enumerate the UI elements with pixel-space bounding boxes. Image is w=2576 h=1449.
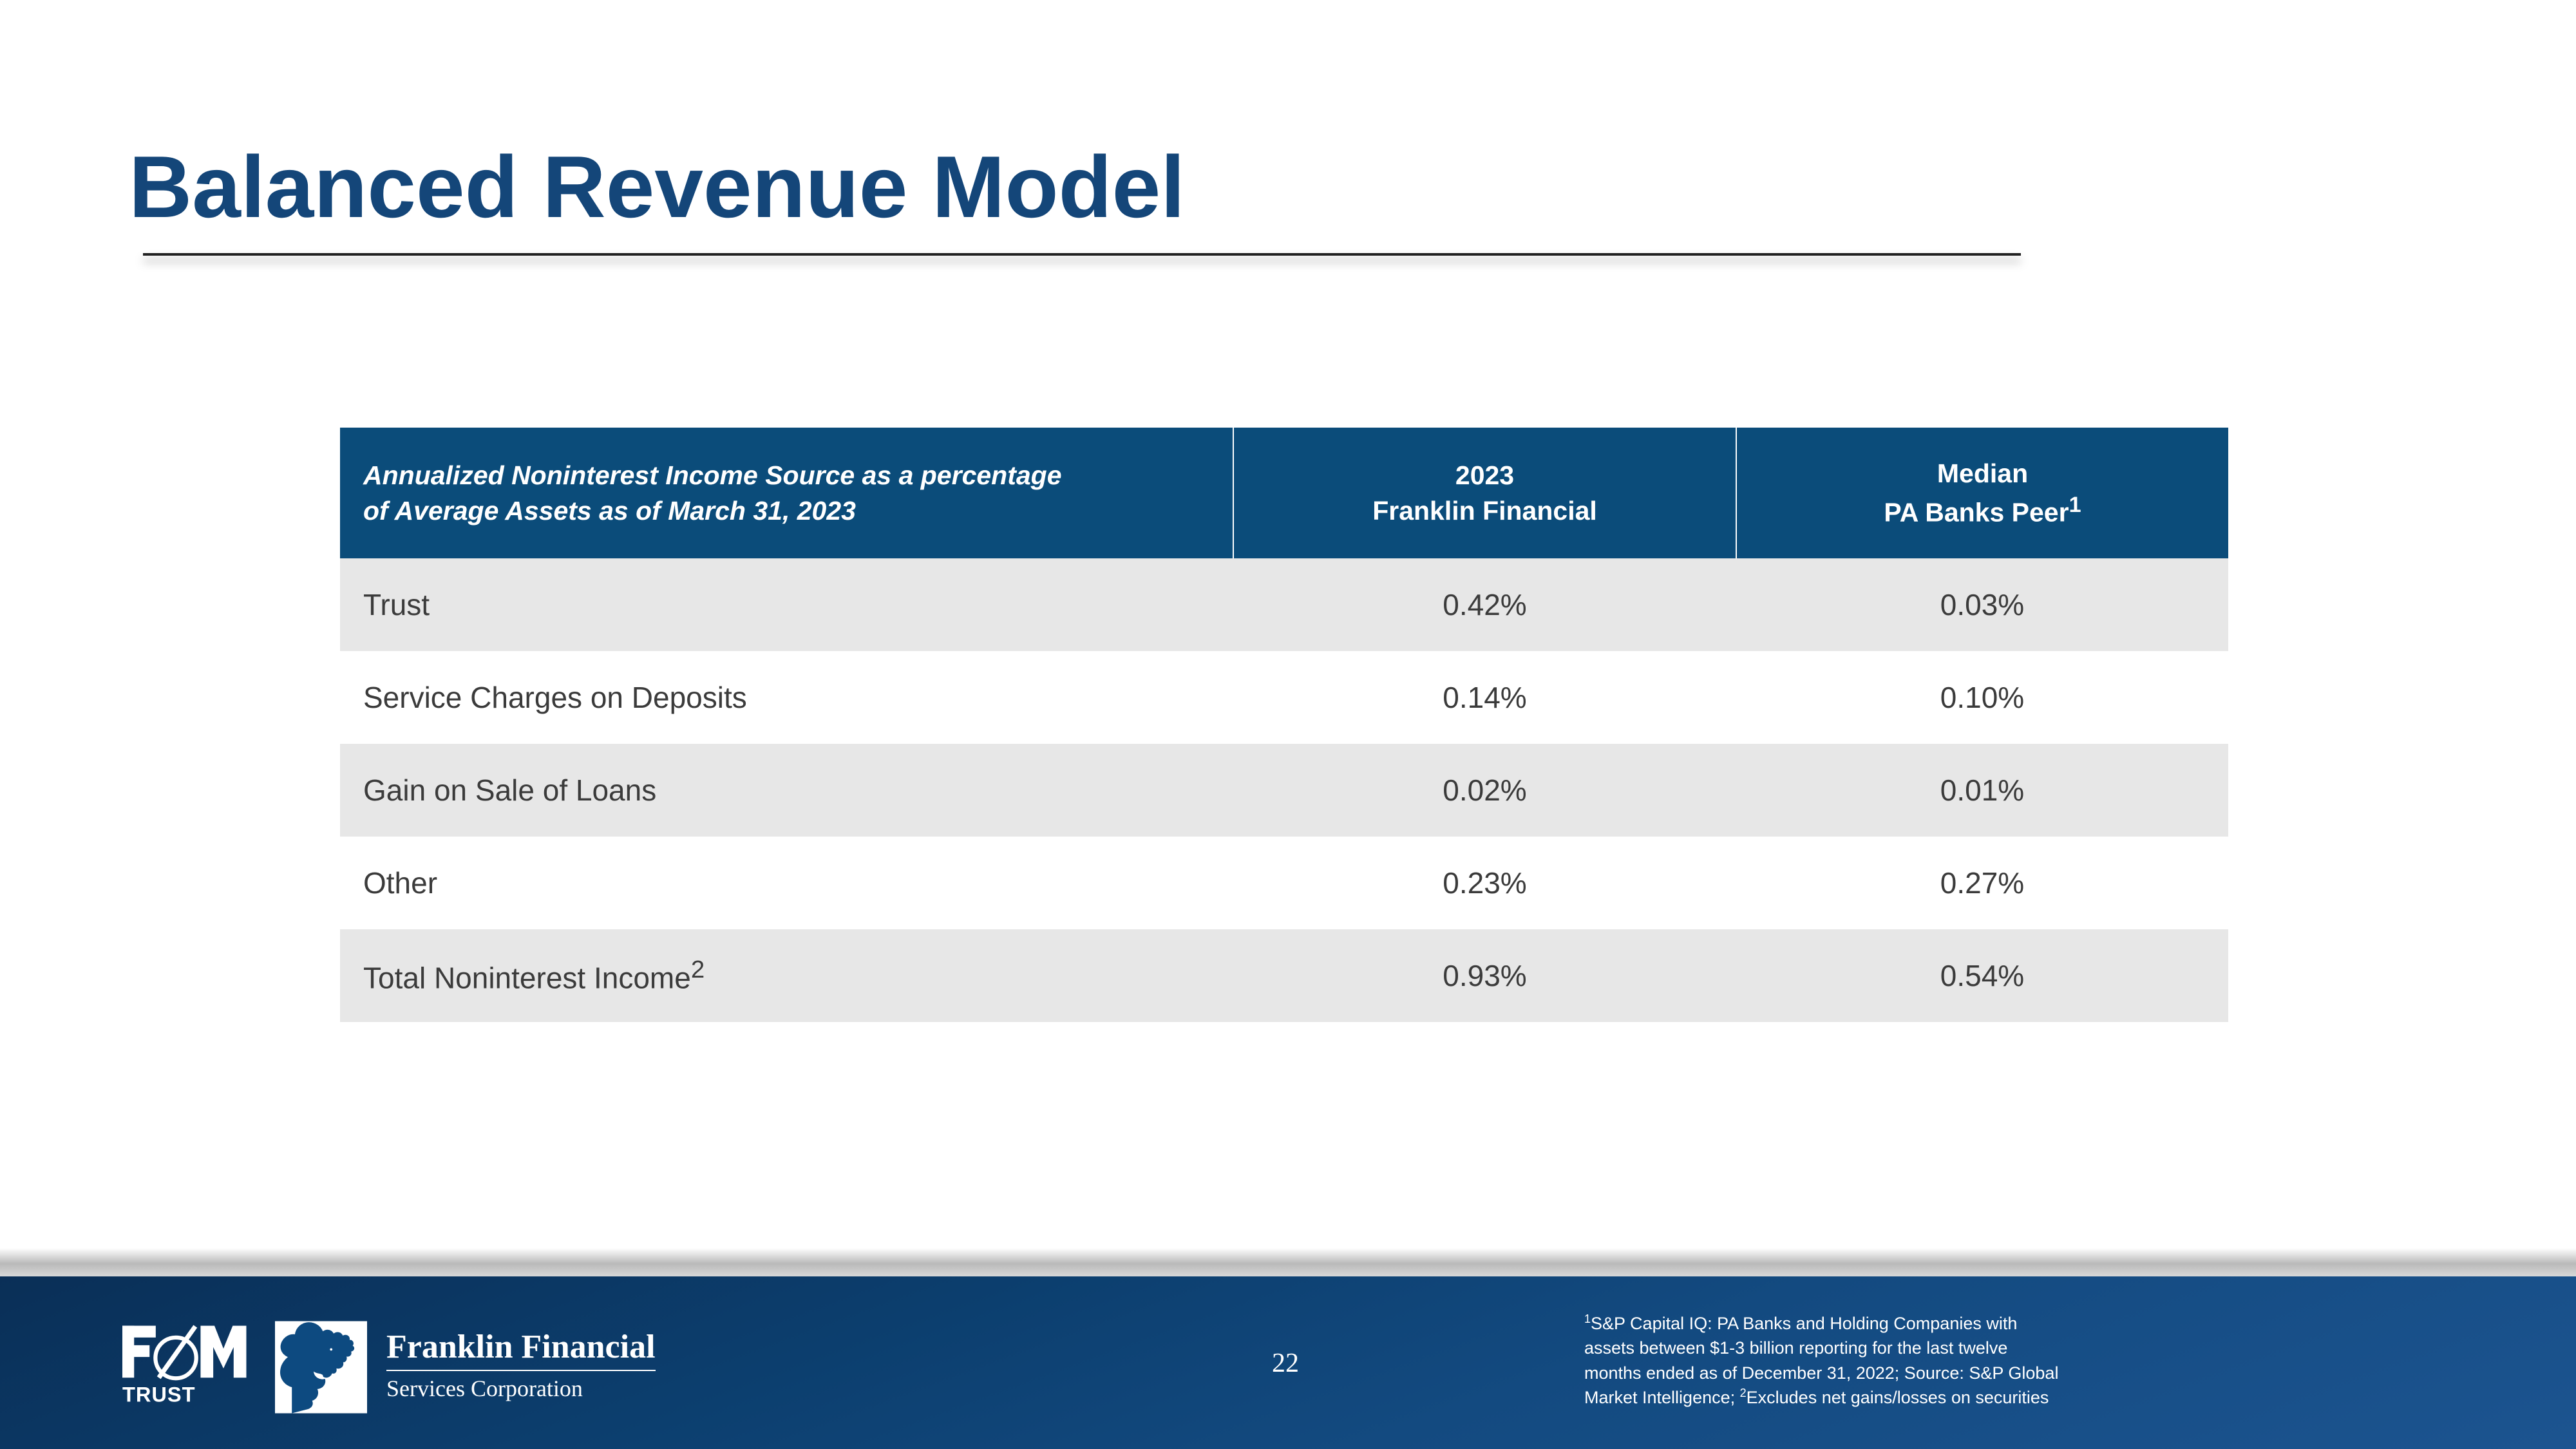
svg-text:TRUST: TRUST bbox=[122, 1383, 196, 1406]
